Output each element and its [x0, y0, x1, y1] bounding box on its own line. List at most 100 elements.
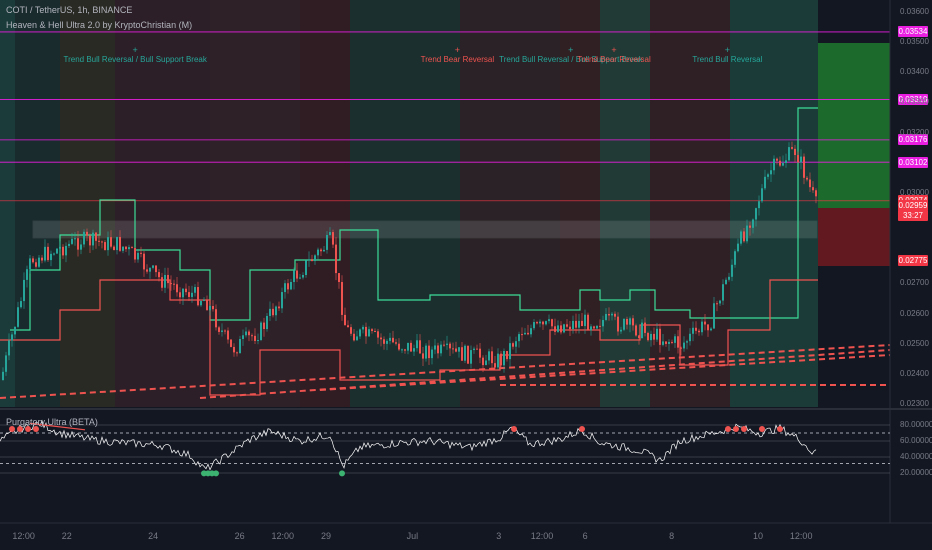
- signal-text: Trend Bull Reversal / Bull Support Break: [63, 55, 207, 64]
- candle-body: [677, 336, 679, 348]
- osc-tick: 60.00000: [900, 436, 932, 445]
- candle-body: [110, 237, 112, 247]
- candle-body: [83, 231, 85, 245]
- candle-body: [401, 349, 403, 351]
- candle-body: [557, 325, 559, 332]
- osc-marker-bear: [9, 426, 15, 432]
- candle-body: [725, 279, 727, 285]
- candle-body: [566, 324, 568, 327]
- session-band: [730, 0, 818, 407]
- candle-body: [413, 348, 415, 352]
- candle-body: [197, 287, 199, 306]
- candle-body: [446, 343, 448, 345]
- candle-body: [695, 327, 697, 331]
- candle-body: [206, 299, 208, 311]
- oscillator-title[interactable]: Purgatory Ultra (BETA): [6, 417, 98, 427]
- candle-body: [242, 335, 244, 340]
- candle-body: [581, 320, 583, 327]
- candle-body: [515, 341, 517, 347]
- candle-body: [617, 316, 619, 332]
- candle-body: [593, 326, 595, 329]
- symbol-title[interactable]: COTI / TetherUS, 1h, BINANCE: [6, 5, 133, 15]
- candle-body: [290, 281, 292, 290]
- candle-body: [527, 332, 529, 335]
- candle-body: [788, 147, 790, 161]
- time-tick: Jul: [406, 531, 419, 541]
- price-tick: 0.02700: [900, 278, 929, 288]
- candle-body: [773, 158, 775, 171]
- candle-body: [740, 231, 742, 244]
- signal-text: Trend Bull Reversal / Bull Support Break: [499, 55, 643, 64]
- candle-body: [452, 348, 454, 350]
- candle-body: [476, 348, 478, 350]
- candle-body: [701, 321, 703, 333]
- candle-body: [314, 255, 316, 262]
- candle-body: [728, 276, 730, 280]
- candle-body: [200, 300, 202, 306]
- price-tick: 0.03300: [900, 97, 929, 107]
- candle-body: [563, 324, 565, 333]
- oscillator-line: [0, 419, 817, 471]
- session-band: [560, 0, 600, 407]
- candle-body: [494, 363, 496, 368]
- candle-body: [326, 235, 328, 250]
- candle-body: [779, 160, 781, 166]
- candle-body: [506, 350, 508, 360]
- candle-body: [521, 334, 523, 336]
- candle-body: [530, 328, 532, 335]
- candle-body: [2, 371, 4, 380]
- candle-body: [590, 326, 592, 331]
- candle-body: [35, 262, 37, 267]
- candle-body: [656, 328, 658, 340]
- candle-body: [23, 279, 25, 302]
- candle-body: [350, 327, 352, 334]
- signal-plus-icon: +: [568, 45, 574, 55]
- candle-body: [17, 307, 19, 327]
- price-tick: 0.03000: [900, 187, 929, 197]
- candle-body: [365, 326, 367, 337]
- candle-body: [545, 321, 547, 325]
- indicator-title[interactable]: Heaven & Hell Ultra 2.0 by KryptoChristi…: [6, 20, 193, 30]
- candle-body: [686, 341, 688, 343]
- candle-body: [98, 240, 100, 242]
- candle-body: [140, 252, 142, 254]
- candle-body: [347, 325, 349, 328]
- time-tick: 24: [148, 531, 159, 541]
- candle-body: [134, 248, 136, 260]
- candle-body: [713, 303, 715, 329]
- trendline-dashed: [0, 344, 891, 399]
- candle-body: [569, 326, 571, 330]
- candle-body: [533, 322, 535, 329]
- candle-body: [467, 345, 469, 364]
- candle-body: [308, 259, 310, 261]
- candle-body: [692, 327, 694, 334]
- candle-body: [50, 253, 52, 261]
- session-band: [210, 0, 300, 407]
- candle-body: [665, 341, 667, 344]
- candle-body: [662, 341, 664, 345]
- candle-body: [239, 339, 241, 354]
- candle-body: [53, 253, 55, 255]
- candle-body: [155, 265, 157, 273]
- support-step-line: [0, 279, 818, 396]
- candle-body: [179, 292, 181, 298]
- osc-marker-bear: [725, 426, 731, 432]
- candle-body: [518, 334, 520, 342]
- candle-body: [407, 342, 409, 351]
- candle-body: [437, 345, 439, 354]
- candle-body: [482, 357, 484, 366]
- candle-body: [461, 347, 463, 361]
- osc-marker-bear: [759, 426, 765, 432]
- candle-body: [797, 155, 799, 163]
- candle-body: [587, 314, 589, 331]
- signal-label: + Trend Bull Reversal / Bull Support Brea…: [63, 46, 207, 65]
- candle-body: [704, 321, 706, 325]
- price-label: 0.02775: [898, 255, 928, 267]
- candle-body: [638, 335, 640, 339]
- candle-body: [434, 345, 436, 350]
- session-band: [60, 0, 115, 407]
- candle-body: [500, 353, 502, 366]
- candle-body: [95, 232, 97, 241]
- candle-body: [74, 238, 76, 240]
